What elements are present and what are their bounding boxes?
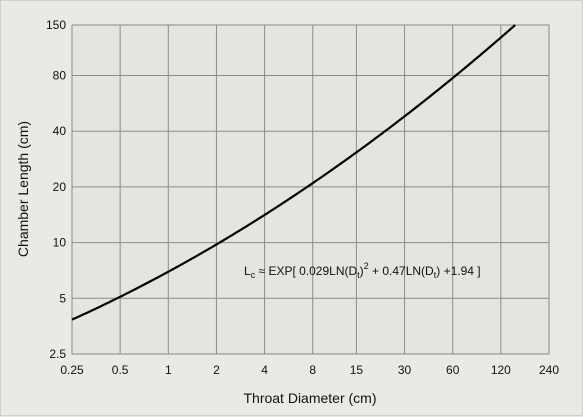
y-axis-title: Chamber Length (cm) [15,121,31,257]
equation-annotation: Lc ≈ EXP[ 0.029LN(Dt)2 + 0.47LN(Dt) +1.9… [244,261,481,280]
x-tick-label: 0.25 [60,363,84,377]
x-tick-label: 4 [261,363,268,377]
grid [72,25,549,354]
y-tick-label: 80 [53,69,67,83]
x-tick-label: 120 [491,363,511,377]
y-tick-label: 10 [53,236,67,250]
y-tick-label: 40 [53,124,67,138]
y-tick-label: 20 [53,180,67,194]
y-tick-label: 5 [59,291,66,305]
x-axis-title: Throat Diameter (cm) [243,390,376,406]
x-tick-label: 15 [350,363,364,377]
x-tick-labels: 0.25 0.5 1 2 4 8 15 30 60 120 240 [60,363,559,377]
x-tick-label: 2 [213,363,220,377]
eq-close: ) [360,264,364,278]
y-tick-label: 2.5 [49,347,66,361]
eq-middle: + 0.47LN(D [369,264,434,278]
eq-d-sub2: t [434,270,437,280]
eq-prefix: L [244,264,251,278]
plot-area [71,24,550,355]
x-tick-label: 0.5 [112,363,129,377]
x-tick-label: 60 [446,363,460,377]
y-tick-label: 150 [46,18,66,32]
eq-prefix-sub: c [251,270,256,280]
x-tick-label: 1 [165,363,172,377]
x-tick-label: 240 [539,363,559,377]
x-tick-label: 30 [398,363,412,377]
chamber-length-curve [71,24,516,321]
y-tick-labels: 2.5 5 10 20 40 80 150 [46,18,66,361]
eq-sup: 2 [364,261,369,271]
x-tick-label: 8 [309,363,316,377]
eq-suffix: ) +1.94 ] [436,264,480,278]
eq-approx: ≈ EXP[ 0.029LN(D [255,264,357,278]
eq-d-sub: t [357,270,360,280]
